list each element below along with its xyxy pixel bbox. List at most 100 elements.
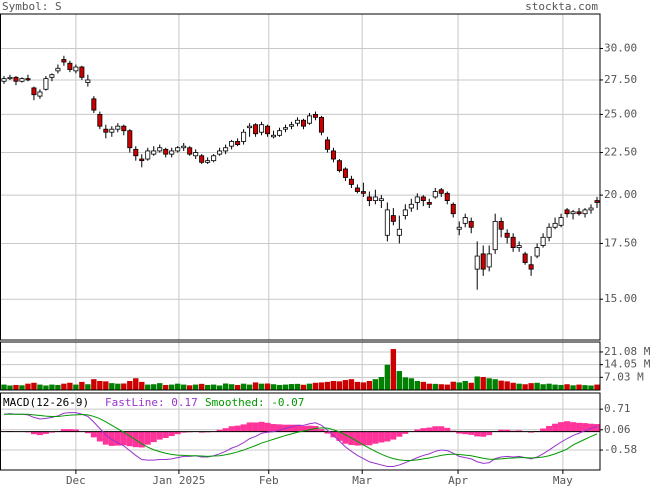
candle-body [79, 66, 85, 78]
panel-frame [0, 13, 601, 341]
macd-histogram-bar [114, 431, 121, 446]
candle-body [588, 207, 594, 211]
macd-histogram-bar [564, 421, 571, 432]
volume-bar [192, 384, 199, 390]
volume-bar [378, 377, 385, 390]
macd-line [3, 412, 598, 468]
macd-histogram-bar [42, 431, 49, 434]
x-tick-label: Apr [448, 474, 468, 486]
candle-body [49, 74, 55, 78]
volume-bar [180, 384, 187, 390]
macd-histogram-bar [264, 422, 271, 432]
volume-bar [540, 384, 546, 390]
candle-body [306, 115, 312, 124]
source: stockta.com [525, 0, 598, 13]
candle-body [360, 191, 366, 194]
candle-body [187, 147, 193, 155]
volume-bar [474, 376, 480, 390]
volume-bar [240, 383, 247, 390]
macd-histogram-bar [294, 424, 301, 432]
candle-body [37, 91, 43, 97]
y-tick-label: 27.50 [604, 73, 637, 86]
candle-body [486, 253, 492, 268]
macd-histogram-bar [570, 422, 577, 432]
candle-body [498, 220, 504, 230]
y-tick-label: 25.00 [604, 107, 637, 120]
macd-histogram-bar [108, 431, 115, 446]
volume-bar [67, 382, 73, 390]
macd-histogram-bar [174, 431, 181, 435]
macd-histogram-bar [420, 428, 427, 432]
volume-bar [534, 382, 540, 390]
legend-entry: FastLine: 0.17 [105, 396, 198, 409]
candle-body [378, 198, 384, 202]
volume-bar [270, 384, 277, 390]
volume-bar [414, 380, 421, 390]
candle-body [504, 232, 510, 238]
candle-body [426, 202, 432, 205]
candle-body [241, 131, 247, 142]
candle-body [19, 78, 25, 82]
macd-histogram-bar [414, 429, 421, 432]
candle-body [342, 168, 348, 178]
volume-bar [115, 383, 121, 390]
volume-bar [582, 385, 588, 390]
candle-body [289, 124, 295, 127]
volume-bar [151, 384, 157, 390]
candle-body [247, 125, 253, 129]
candle-body [283, 127, 289, 130]
macd-histogram-bar [228, 426, 235, 432]
candle-body [366, 196, 372, 202]
candle-body [438, 189, 444, 194]
y-tick-label: 0.71 [604, 402, 631, 415]
macd-histogram-bar [318, 429, 325, 432]
volume-bar [564, 384, 570, 390]
candle-body [157, 147, 163, 152]
macd-histogram-bar [546, 425, 553, 432]
volume-bar [139, 381, 145, 390]
macd-histogram-bar [468, 431, 475, 435]
candle-body [1, 78, 7, 82]
candle-body [55, 67, 61, 72]
macd-histogram-bar [582, 423, 589, 432]
y-tick-label: 7.03 M [604, 370, 644, 383]
y-tick-label: 14.05 M [604, 358, 651, 371]
volume-bar [288, 384, 295, 390]
candle-body [43, 78, 49, 90]
candle-body [139, 158, 145, 162]
candle-body [468, 220, 474, 228]
volume-bar [246, 384, 253, 390]
volume-bar [13, 384, 19, 390]
macd-histogram-bar [126, 431, 133, 447]
volume-bar [468, 382, 474, 390]
volume-bar [420, 381, 426, 390]
candle-body [402, 209, 408, 217]
macd-histogram-bar [504, 429, 511, 432]
volume-bar [456, 382, 462, 390]
macd-histogram-bar [552, 423, 559, 432]
y-tick-label: 21.08 M [604, 345, 651, 358]
volume-bar [234, 384, 241, 390]
volume-bar [49, 384, 55, 390]
candle-body [223, 147, 229, 152]
candle-body [295, 119, 301, 124]
macd-histogram-bar [258, 421, 265, 432]
candle-body [444, 192, 450, 202]
candle-body [474, 255, 480, 270]
volume-bar [576, 384, 582, 390]
volume-bar [79, 381, 85, 390]
candle-body [540, 236, 546, 246]
candle-body [522, 253, 528, 263]
macd-histogram-bar [270, 424, 277, 432]
y-tick-label: 0.06 [604, 423, 631, 436]
macd-histogram-bar [90, 431, 97, 438]
volume-bar [103, 381, 109, 390]
macd-histogram-bar [396, 431, 403, 437]
candle-body [324, 139, 330, 150]
y-tick-label: 30.00 [604, 41, 637, 54]
candle-body [61, 59, 67, 63]
candle-body [271, 134, 277, 138]
macd-histogram-bar [594, 424, 600, 432]
volume-bar [198, 383, 205, 390]
candle-body [277, 130, 283, 136]
